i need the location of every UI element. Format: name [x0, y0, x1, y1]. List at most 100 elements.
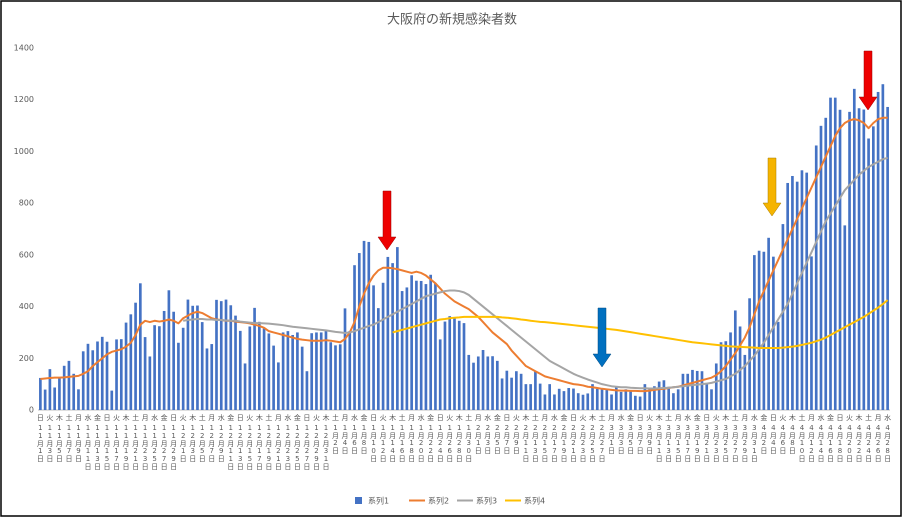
- bar: [115, 339, 118, 410]
- x-tick-label: 3月5日: [627, 424, 635, 455]
- x-tick-weekday: 木: [389, 413, 397, 422]
- x-tick-label: 2月15日: [541, 424, 549, 463]
- bar: [886, 106, 889, 410]
- x-tick-weekday: 木: [655, 413, 663, 422]
- x-tick-label: 1月2日: [331, 424, 339, 455]
- bar: [867, 138, 870, 410]
- x-tick-label: 3月3日: [617, 424, 625, 455]
- x-tick-weekday: 土: [731, 413, 739, 421]
- x-tick-label: 2月25日: [589, 424, 597, 463]
- bar: [481, 350, 485, 410]
- bar: [48, 369, 52, 410]
- bar: [576, 393, 580, 410]
- bar: [591, 384, 594, 410]
- x-tick-label: 4月20日: [846, 424, 854, 463]
- x-tick-label: 2月17日: [550, 424, 558, 463]
- bar: [215, 299, 218, 410]
- bar: [86, 343, 90, 410]
- x-tick-weekday: 日: [303, 414, 311, 422]
- bar: [567, 388, 571, 410]
- bar: [486, 356, 490, 410]
- x-tick-weekday: 土: [65, 413, 73, 421]
- bar: [605, 389, 609, 410]
- x-tick-label: 2月9日: [512, 424, 520, 455]
- x-tick-label: 3月11日: [655, 424, 663, 463]
- bar: [738, 326, 742, 410]
- bar: [724, 341, 728, 410]
- x-tick-label: 4月28日: [884, 424, 892, 463]
- x-tick-weekday: 金: [427, 413, 435, 421]
- bar: [757, 250, 761, 410]
- bar: [396, 247, 399, 410]
- chart-title: 大阪府の新規感染者数: [387, 12, 517, 28]
- bar: [462, 323, 466, 410]
- x-tick-label: 4月2日: [760, 424, 768, 455]
- bar: [810, 256, 813, 410]
- line: [183, 156, 888, 390]
- bar: [619, 391, 623, 410]
- arrow: [762, 157, 782, 217]
- x-tick-label: 4月4日: [769, 424, 777, 455]
- x-tick-label: 2月3日: [484, 424, 492, 455]
- x-tick-label: 1月24日: [436, 424, 444, 463]
- x-tick-label: 12月7日: [208, 424, 216, 463]
- bar: [557, 388, 561, 410]
- x-tick-weekday: 水: [351, 413, 359, 421]
- bar: [162, 310, 166, 410]
- x-tick-label: 11月7日: [65, 424, 73, 463]
- x-tick-weekday: 土: [265, 413, 273, 421]
- bar: [72, 373, 76, 410]
- bar: [595, 388, 599, 410]
- x-tick-label: 11月17日: [113, 424, 121, 471]
- x-tick-label: 12月9日: [217, 424, 225, 463]
- bar: [572, 388, 575, 410]
- x-tick-weekday: 木: [722, 413, 730, 422]
- bar: [386, 256, 390, 410]
- x-tick-weekday: 火: [379, 414, 387, 421]
- bar: [343, 308, 347, 410]
- bar: [524, 384, 528, 410]
- x-tick-weekday: 木: [189, 413, 197, 422]
- x-tick-weekday: 金: [293, 413, 301, 421]
- x-tick-weekday: 日: [703, 414, 711, 422]
- bar: [829, 97, 832, 410]
- x-tick-label: 3月25日: [722, 424, 730, 463]
- arrows: [377, 50, 878, 368]
- bar: [124, 322, 128, 410]
- x-tick-label: 11月1日: [36, 424, 44, 463]
- bar: [472, 362, 475, 410]
- bar: [324, 329, 328, 410]
- y-tick-label: 0: [29, 406, 34, 415]
- bar: [376, 308, 380, 410]
- bar: [291, 335, 294, 410]
- x-tick-label: 1月6日: [351, 424, 359, 455]
- bar: [319, 332, 323, 410]
- x-tick-label: 12月17日: [255, 424, 263, 471]
- bar: [700, 371, 704, 410]
- x-tick-label: 3月31日: [750, 424, 758, 463]
- bar: [852, 88, 856, 411]
- x-tick-weekday: 月: [341, 414, 349, 422]
- x-tick-weekday: 金: [360, 413, 368, 421]
- bar: [500, 378, 504, 410]
- y-tick-label: 600: [19, 250, 34, 259]
- bar: [148, 356, 152, 410]
- x-tick-label: 2月19日: [560, 424, 568, 463]
- x-tick-label: 3月7日: [636, 424, 644, 455]
- y-tick-label: 1200: [14, 95, 34, 104]
- bar: [281, 332, 285, 410]
- x-tick-weekday: 月: [408, 414, 416, 422]
- bar: [748, 298, 751, 410]
- x-tick-label: 4月14日: [817, 424, 825, 463]
- x-tick-label: 12月13日: [236, 424, 244, 471]
- x-tick-label: 12月21日: [274, 424, 282, 471]
- bar: [733, 310, 737, 410]
- x-tick-label: 12月3日: [189, 424, 197, 463]
- bar: [134, 302, 137, 410]
- x-tick-label: 4月18日: [836, 424, 844, 463]
- bar: [648, 389, 651, 410]
- x-tick-label: 4月8日: [788, 424, 796, 455]
- bar: [262, 328, 266, 410]
- bar: [419, 280, 423, 410]
- x-tick-weekday: 金: [227, 413, 235, 421]
